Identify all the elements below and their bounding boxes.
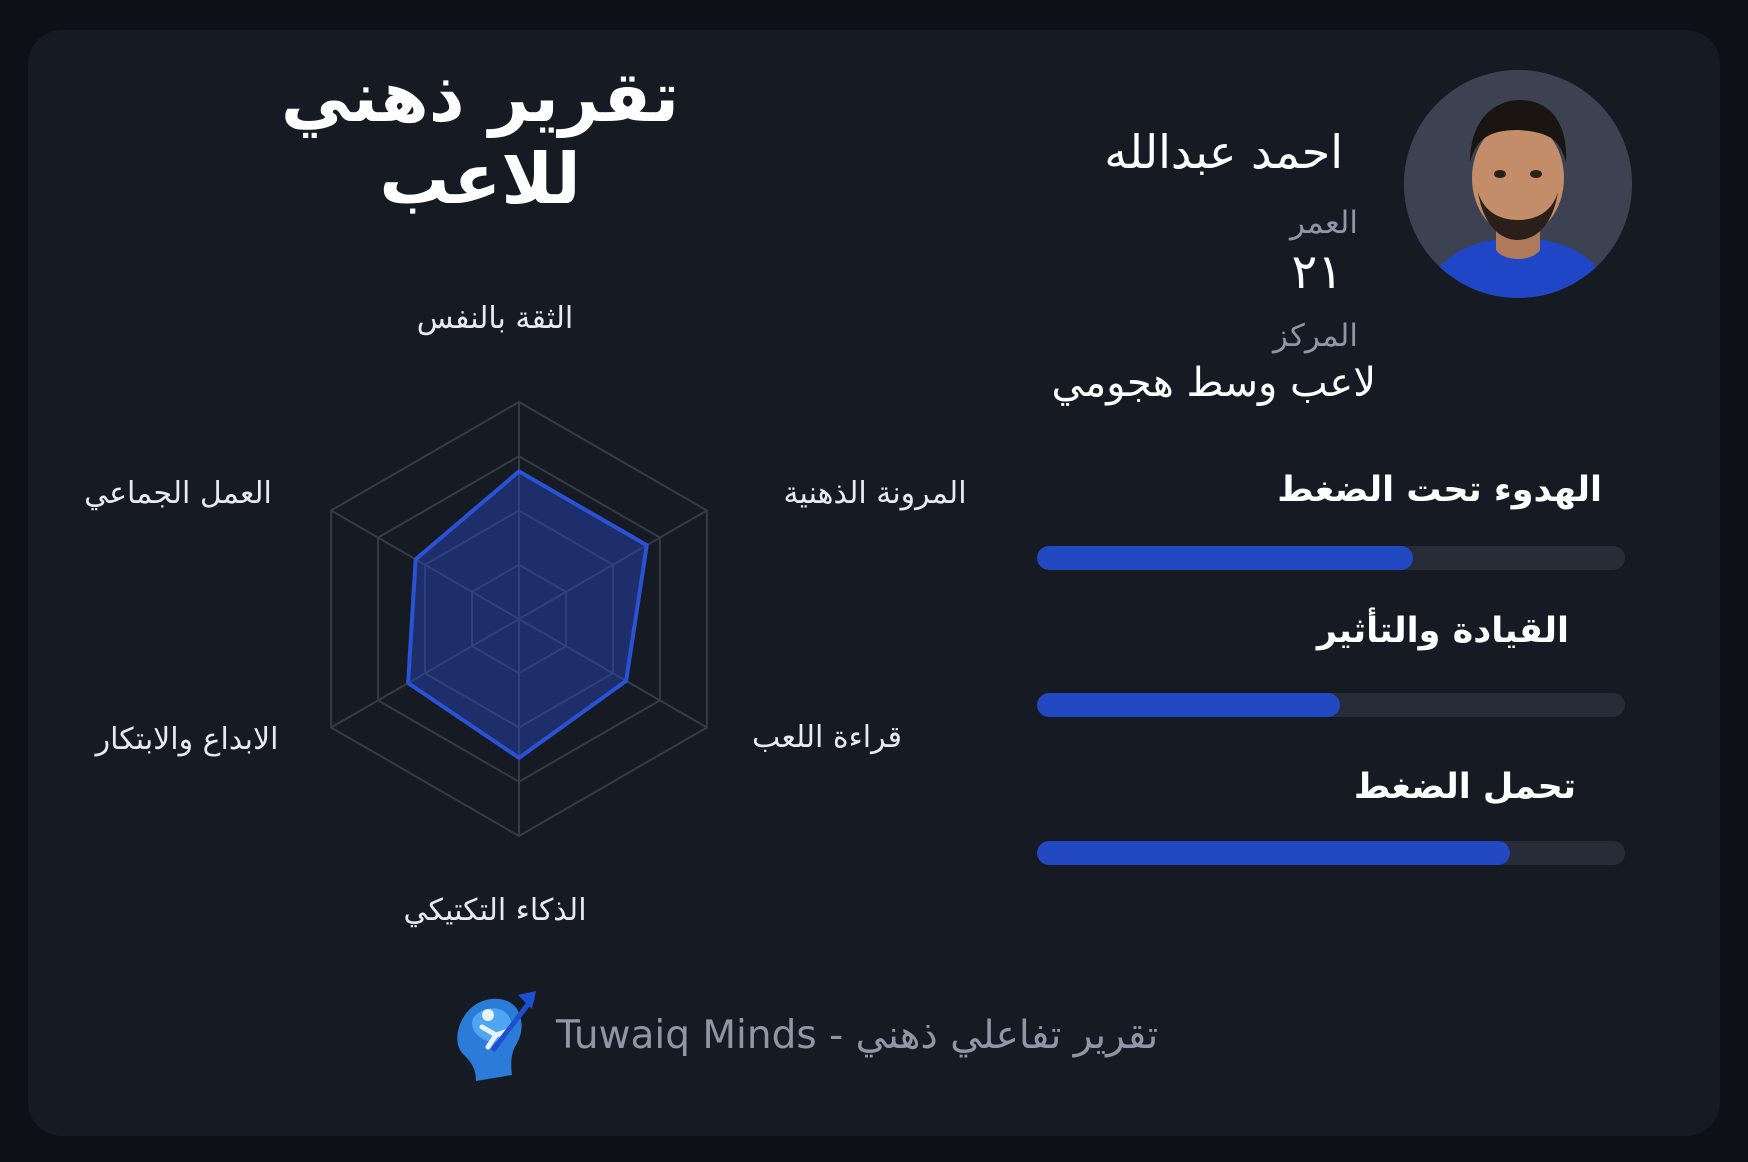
- axis-label-confidence: الثقة بالنفس: [417, 301, 573, 336]
- age-value: ٢١: [1291, 244, 1343, 300]
- radar-axes: [330, 402, 708, 836]
- player-name: احمد عبدالله: [1104, 125, 1343, 179]
- footer: تقرير تفاعلي ذهني - Tuwaiq Minds: [452, 985, 1158, 1085]
- radar-axis-line: [518, 509, 708, 620]
- brain-growth-logo-icon: [457, 991, 536, 1081]
- player-photo: [1404, 70, 1632, 298]
- radar-axis-line: [330, 509, 520, 620]
- metric-label-calm-under-pressure: الهدوء تحت الضغط: [1277, 470, 1602, 510]
- metric-bar-leadership: [1037, 693, 1625, 717]
- axis-label-game-reading: قراءة اللعب: [752, 720, 902, 755]
- footer-text: تقرير تفاعلي ذهني - Tuwaiq Minds: [556, 1012, 1159, 1058]
- radar-data-shape: [406, 469, 649, 760]
- player-avatar: [1404, 70, 1632, 298]
- axis-label-tactical-intelligence: الذكاء التكتيكي: [403, 893, 586, 928]
- metric-label-pressure-tolerance: تحمل الضغط: [1353, 767, 1576, 807]
- metric-fill-pressure-tolerance: [1037, 841, 1511, 865]
- axis-label-teamwork: العمل الجماعي: [84, 476, 272, 511]
- axis-label-mental-flexibility: المرونة الذهنية: [783, 476, 966, 511]
- position-value: لاعب وسط هجومي: [1051, 360, 1376, 406]
- radar-axis-line: [518, 618, 708, 729]
- metric-bar-calm-under-pressure: [1037, 546, 1625, 570]
- radar-axis-line: [330, 618, 520, 729]
- metric-bar-pressure-tolerance: [1037, 841, 1625, 865]
- report-title: تقرير ذهني للاعب: [280, 56, 680, 220]
- age-label: العمر: [1289, 205, 1358, 241]
- metric-fill-calm-under-pressure: [1037, 546, 1414, 570]
- radar-chart: الثقة بالنفس المرونة الذهنية قراءة اللعب…: [84, 301, 966, 928]
- metric-label-leadership: القيادة والتأثير: [1316, 611, 1569, 651]
- position-label: المركز: [1273, 318, 1358, 354]
- axis-label-creativity: الابداع والابتكار: [94, 722, 279, 757]
- metric-fill-leadership: [1037, 693, 1340, 717]
